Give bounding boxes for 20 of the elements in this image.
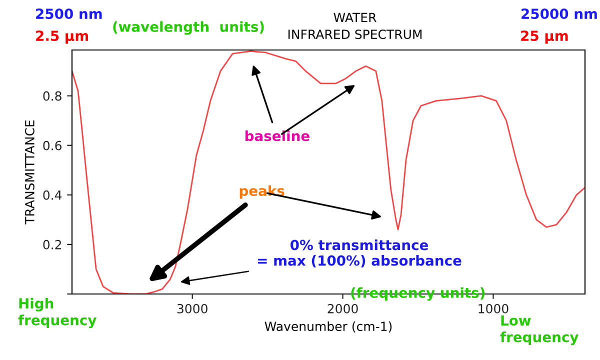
y-tick-label: 0.2 — [43, 240, 62, 250]
y-tick-label: 0.6 — [43, 140, 62, 150]
chart-title: WATER INFRARED SPECTRUM — [288, 12, 422, 40]
text: 2500 nm — [36, 8, 102, 20]
x-tick-label: 2000 — [328, 304, 358, 314]
x-tick-label: 3000 — [177, 304, 208, 314]
x-axis-title: Wavenumber (cm-1) — [264, 321, 392, 333]
text: 2.5 µm — [36, 30, 88, 44]
text: (wavelength units) — [113, 21, 264, 35]
text: High frequency — [18, 298, 96, 328]
text: 25000 nm — [522, 8, 597, 20]
x-tick-label: 1000 — [478, 304, 508, 314]
annotation: 0% transmittance = max (100%) absorbance — [258, 239, 462, 268]
y-tick-label: 0.4 — [43, 190, 62, 200]
y-tick-label: 0.8 — [43, 91, 62, 101]
y-axis-title: TRANSMITTANCE — [24, 120, 34, 224]
text: 25 µm — [521, 30, 568, 44]
text: Low frequency — [500, 315, 578, 346]
annotation: peaks — [240, 185, 284, 199]
annotation: baseline — [245, 130, 310, 142]
